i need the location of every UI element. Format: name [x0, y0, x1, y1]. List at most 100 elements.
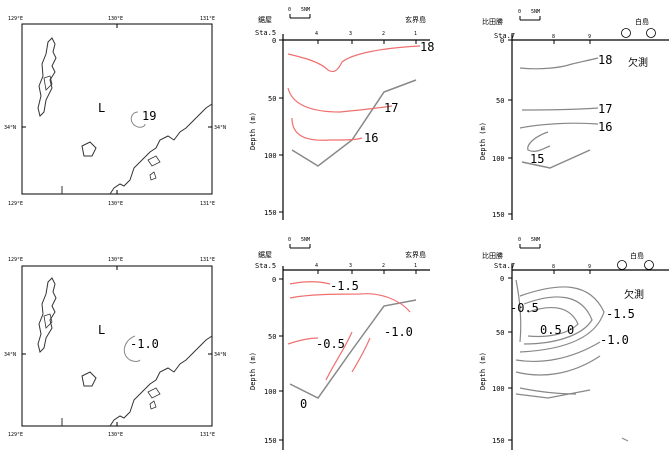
place-left: 鋸屋 — [258, 15, 272, 24]
seabed-line — [521, 149, 591, 169]
map-bottom: 129°E 130°E 131°E 129°E 130°E 131°E 34°N… — [4, 257, 226, 438]
lon-label: 131°E — [200, 16, 215, 22]
lon-label: 129°E — [8, 432, 23, 438]
island-iki — [81, 371, 97, 387]
depth-tick: 50 — [496, 97, 504, 105]
depth-axis-label: Depth (m) — [479, 122, 487, 160]
depth-tick: 100 — [264, 152, 277, 160]
place-right: 玄界島 — [405, 250, 426, 259]
place-left: 比田勝 — [482, 17, 503, 26]
scale-nm: 5NM — [531, 237, 540, 243]
station-label: 9 — [588, 34, 591, 40]
section-bottom-right: 0 5NM 比田勝 白島 Sta.7 8 9 0 50 100 150 Dept… — [479, 237, 669, 450]
depth-axis-label: Depth (m) — [479, 352, 487, 390]
salinity-contour — [527, 306, 579, 338]
salinity-contour — [287, 337, 319, 345]
low-pressure-label: L — [98, 101, 105, 115]
station-label: 3 — [349, 263, 352, 269]
contour-label: 0.5 — [540, 323, 562, 337]
contour-label: 19 — [142, 109, 156, 123]
depth-axis-label: Depth (m) — [249, 352, 257, 390]
lon-label: 130°E — [108, 257, 123, 263]
station-label: 4 — [315, 263, 318, 269]
contour-label: 18 — [598, 53, 612, 67]
place-left: 鋸屋 — [258, 250, 272, 259]
salinity-contour — [289, 281, 331, 285]
contour-label: -1.5 — [606, 307, 635, 321]
salinity-contour — [325, 331, 353, 381]
lon-label: 130°E — [108, 201, 123, 207]
section-bottom-middle: 0 5NM 鋸屋 玄界島 Sta.5 4 3 2 1 0 50 100 150 … — [249, 237, 430, 450]
depth-tick: 50 — [496, 329, 504, 337]
place-right: 白島 — [630, 251, 644, 260]
island-marker — [646, 28, 656, 38]
scale-zero: 0 — [518, 237, 521, 243]
scale-zero: 0 — [518, 9, 521, 15]
station-label: 9 — [588, 264, 591, 270]
contour-label: -0.5 — [316, 337, 345, 351]
lon-label: 131°E — [200, 432, 215, 438]
contour-label: -1.0 — [384, 325, 413, 339]
missing-data-label: 欠測 — [624, 288, 644, 301]
section-top-middle: 0 5NM 鋸屋 玄界島 Sta.5 4 3 2 1 0 50 100 150 … — [249, 7, 434, 220]
lat-label: 34°N — [4, 125, 16, 131]
lon-label: 130°E — [108, 432, 123, 438]
contour-label: 16 — [364, 131, 378, 145]
scale-zero: 0 — [288, 237, 291, 243]
island-marker — [621, 28, 631, 38]
station-label: 8 — [552, 34, 555, 40]
depth-tick: 100 — [492, 385, 505, 393]
scale-nm: 5NM — [531, 9, 540, 15]
coastline-kyushu — [109, 103, 213, 195]
contour-label: 18 — [420, 40, 434, 54]
station-prefix: Sta.7 — [494, 262, 515, 270]
contour-label: -1.0 — [600, 333, 629, 347]
contour-label: 17 — [598, 102, 612, 116]
island-marker — [617, 260, 627, 270]
island-marker — [644, 260, 654, 270]
station-label: 2 — [382, 263, 385, 269]
contour-label: -0.5 — [510, 301, 539, 315]
lon-label: 130°E — [108, 16, 123, 22]
seabed-line — [289, 299, 417, 399]
lon-label: 129°E — [8, 16, 23, 22]
depth-tick: 0 — [272, 276, 276, 284]
station-prefix: Sta.5 — [255, 262, 276, 270]
contour-label: -1.5 — [330, 279, 359, 293]
place-left: 比田勝 — [482, 251, 503, 260]
lat-label: 34°N — [214, 352, 226, 358]
section-top-right: 0 5NM 比田勝 白島 Sta.7 8 9 0 50 100 150 Dept… — [479, 9, 669, 220]
salinity-contour — [515, 355, 601, 376]
salinity-contour — [523, 296, 593, 345]
isotherm-16 — [291, 117, 363, 141]
station-label: 4 — [315, 31, 318, 37]
salinity-contour — [519, 286, 605, 353]
station-label: 3 — [349, 31, 352, 37]
map-contour — [130, 111, 146, 128]
coastline-kyushu — [109, 335, 213, 427]
station-label: 8 — [552, 264, 555, 270]
salinity-contour — [515, 341, 601, 362]
salinity-contour — [289, 293, 411, 313]
contour-label: 16 — [598, 120, 612, 134]
contour-label: 15 — [530, 152, 544, 166]
salinity-contour — [351, 337, 371, 373]
scale-zero: 0 — [288, 7, 291, 13]
seabed-line — [515, 389, 591, 399]
lon-label: 129°E — [8, 257, 23, 263]
isotherm-16 — [519, 122, 599, 129]
low-pressure-label: L — [98, 323, 105, 337]
depth-tick: 150 — [492, 211, 505, 219]
isotherm-15 — [527, 131, 551, 152]
station-prefix: Sta.7 — [494, 32, 515, 40]
station-prefix: Sta.5 — [255, 29, 276, 37]
salinity-contour — [519, 387, 577, 395]
depth-tick: 100 — [264, 388, 277, 396]
scale-nm: 5NM — [301, 7, 310, 13]
contour-label: 0 — [567, 323, 574, 337]
map-frame — [21, 265, 213, 427]
isotherm-17 — [521, 107, 599, 111]
contour-label: 17 — [384, 101, 398, 115]
depth-axis-label: Depth (m) — [249, 112, 257, 150]
